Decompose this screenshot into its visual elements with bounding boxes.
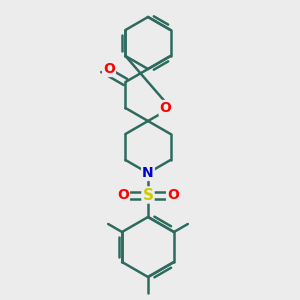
Text: O: O: [117, 188, 129, 202]
Text: O: O: [103, 62, 115, 76]
Text: N: N: [142, 166, 154, 180]
Text: S: S: [142, 188, 154, 202]
Text: O: O: [167, 188, 179, 202]
Text: O: O: [160, 101, 172, 115]
